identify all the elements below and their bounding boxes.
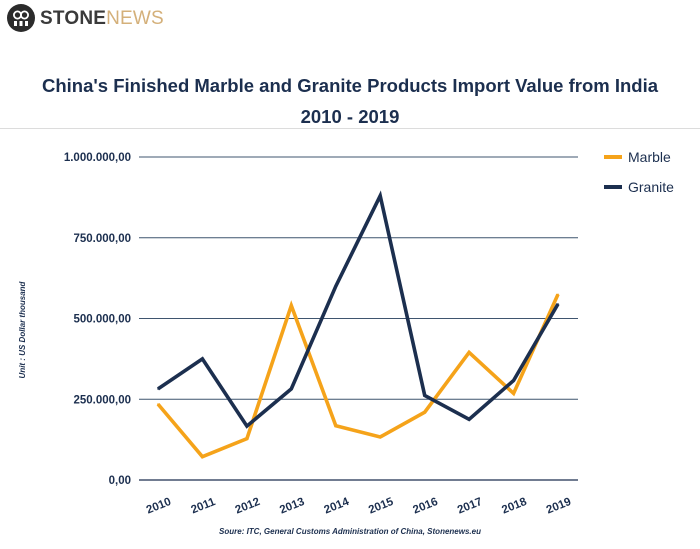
data-point-granite — [157, 388, 159, 390]
header: STONENEWS — [0, 0, 700, 38]
chart-subtitle: 2010 - 2019 — [300, 106, 400, 127]
chart-title-block: China's Finished Marble and Granite Prod… — [0, 70, 700, 132]
x-tick-label: 2018 — [500, 496, 529, 517]
y-tick-label: 1.000.000,00 — [64, 152, 131, 164]
y-tick-label: 500.000,00 — [73, 314, 131, 326]
data-point-granite — [246, 425, 248, 427]
data-point-granite — [379, 194, 382, 197]
x-tick-label: 2014 — [323, 496, 352, 517]
data-point-granite — [423, 394, 426, 397]
title-divider — [0, 128, 700, 129]
y-tick-label: 250.000,00 — [73, 394, 131, 406]
data-point-marble — [201, 455, 204, 458]
source-note: Soure: ITC, General Customs Administrati… — [219, 527, 481, 536]
data-point-marble — [290, 304, 293, 307]
x-tick-label: 2015 — [367, 496, 396, 517]
x-tick-label: 2010 — [145, 496, 173, 517]
data-point-marble — [246, 437, 248, 440]
brand-logo-text[interactable]: STONENEWS — [40, 8, 164, 30]
chart-title: China's Finished Marble and Granite Prod… — [41, 75, 659, 96]
x-tick-label: 2012 — [234, 496, 262, 517]
legend-swatch — [604, 185, 622, 189]
data-point-granite — [334, 285, 337, 288]
data-point-granite — [557, 303, 559, 305]
legend-label: Marble — [628, 149, 671, 165]
data-point-marble — [334, 424, 337, 427]
data-point-marble — [512, 392, 515, 395]
x-tick-label: 2019 — [545, 496, 573, 517]
brand-part1: STONE — [40, 8, 107, 29]
stonenews-logo-icon[interactable] — [7, 4, 35, 32]
legend-label: Granite — [628, 179, 674, 195]
data-point-granite — [290, 388, 293, 390]
y-axis-label: Unit : US Dollar thousand — [18, 281, 27, 379]
data-point-granite — [468, 418, 470, 421]
data-point-marble — [423, 411, 426, 413]
x-tick-label: 2017 — [456, 496, 484, 517]
brand-part2: NEWS — [106, 8, 164, 29]
legend-swatch — [604, 155, 622, 159]
y-tick-label: 0,00 — [109, 475, 131, 487]
data-point-marble — [379, 436, 382, 438]
series-line-granite — [156, 190, 560, 429]
data-point-granite — [201, 358, 204, 360]
y-tick-label: 750.000,00 — [73, 233, 131, 245]
data-point-marble — [557, 293, 559, 296]
x-tick-label: 2011 — [190, 496, 218, 517]
series-line-marble — [156, 293, 560, 459]
x-tick-label: 2016 — [411, 496, 439, 517]
data-point-marble — [468, 351, 470, 354]
data-point-granite — [512, 379, 515, 382]
x-tick-label: 2013 — [278, 496, 306, 517]
data-point-marble — [157, 403, 159, 405]
